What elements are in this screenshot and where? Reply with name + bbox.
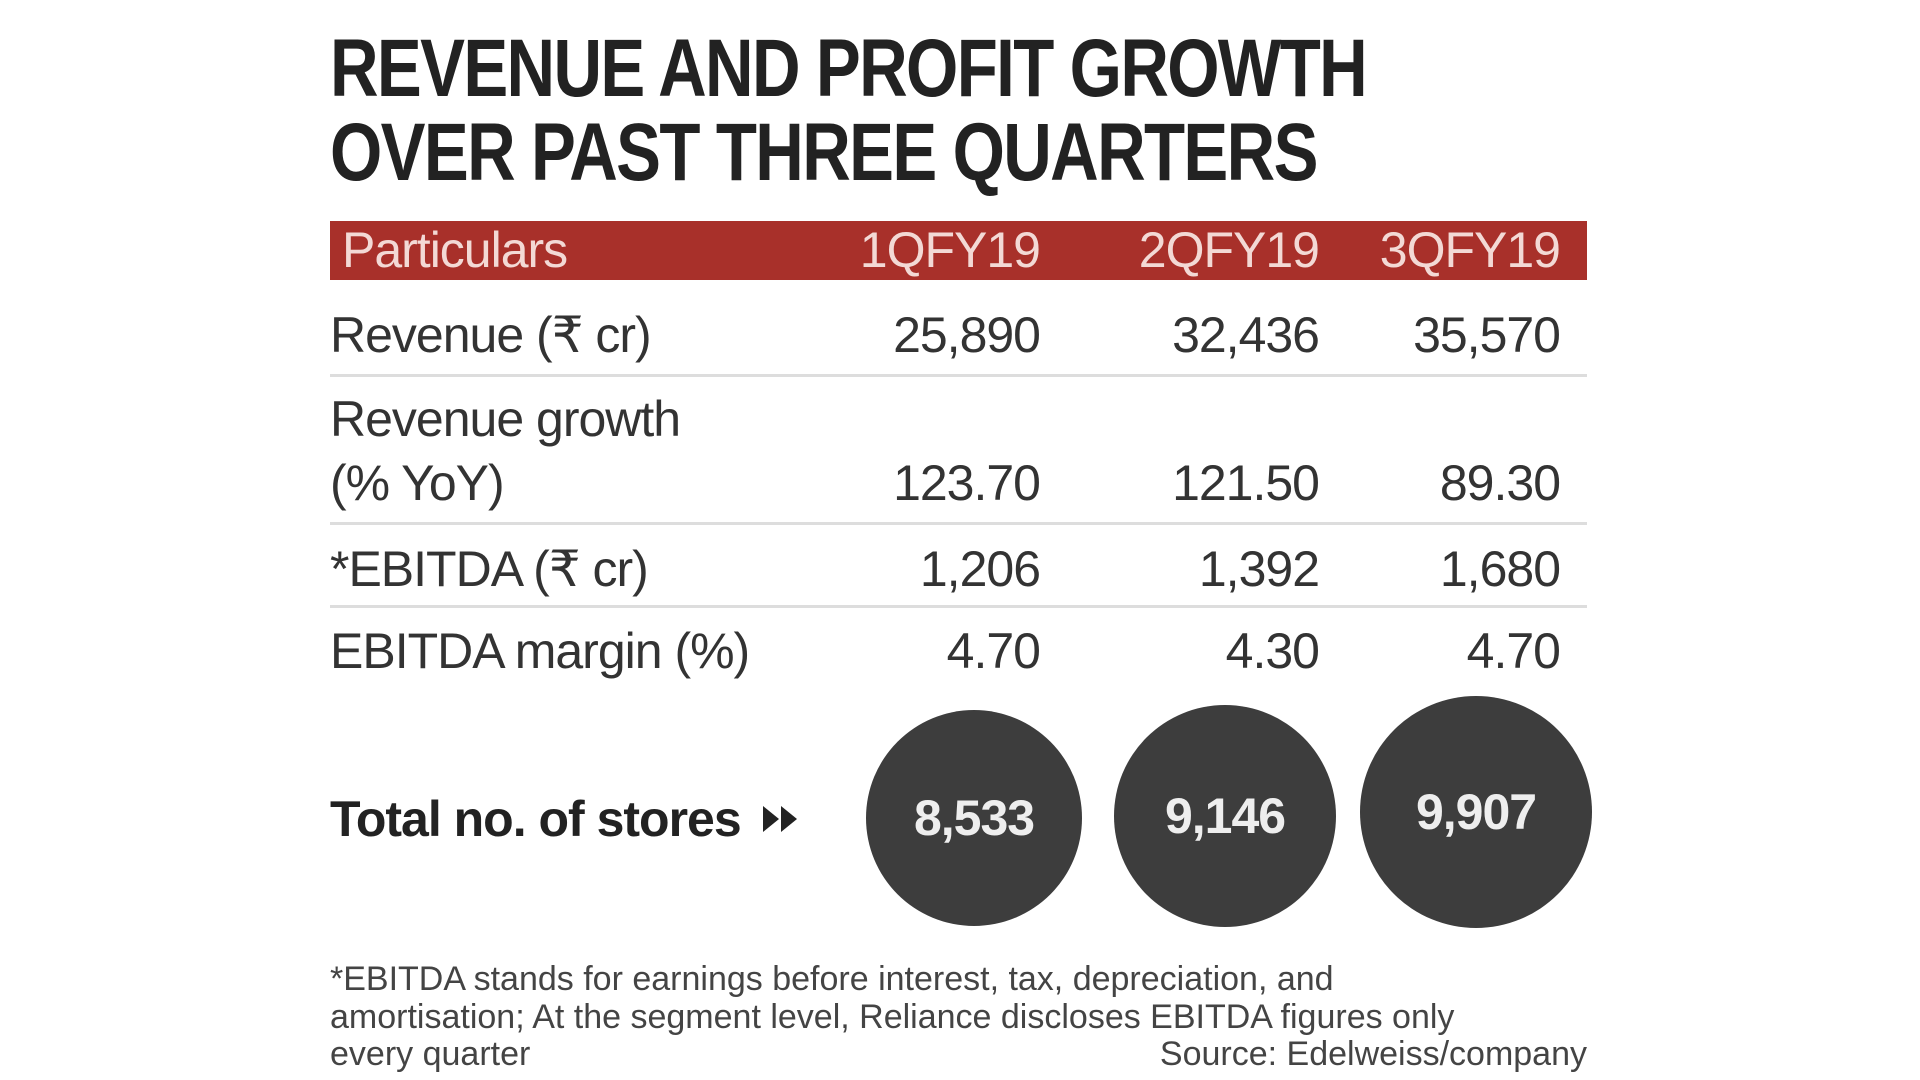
footnote-line-2: amortisation; At the segment level, Reli… <box>330 998 1455 1036</box>
title-line-2: OVER PAST THREE QUARTERS <box>330 107 1318 198</box>
stores-circle-3qfy19: 9,907 <box>1360 696 1592 928</box>
row-label-revenue-growth: Revenue growth <box>330 391 681 447</box>
table-header: Particulars 1QFY19 2QFY19 3QFY19 <box>330 221 1587 280</box>
double-arrow-right-icon <box>763 806 797 832</box>
header-1qfy19: 1QFY19 <box>859 222 1041 278</box>
header-particulars: Particulars <box>342 222 568 278</box>
footnote-line-3: every quarter <box>330 1035 531 1073</box>
row-divider <box>330 522 1587 525</box>
cell-value: 35,570 <box>1413 307 1561 363</box>
row-divider <box>330 374 1587 377</box>
row-label-ebitda-margin: EBITDA margin (%) <box>330 623 750 679</box>
cell-value: 89.30 <box>1439 455 1561 511</box>
footnote-line-1: *EBITDA stands for earnings before inter… <box>330 960 1334 998</box>
cell-value: 121.50 <box>1172 455 1320 511</box>
source-note: Source: Edelweiss/company <box>1159 1035 1587 1073</box>
cell-value: 4.70 <box>946 623 1041 679</box>
stores-label: Total no. of stores <box>330 791 742 847</box>
title-line-1: REVENUE AND PROFIT GROWTH <box>330 23 1368 114</box>
stores-circle-2qfy19: 9,146 <box>1114 705 1336 927</box>
row-label-revenue: Revenue (₹ cr) <box>330 307 652 363</box>
cell-value: 25,890 <box>893 307 1041 363</box>
cell-value: 1,680 <box>1439 541 1561 597</box>
cell-value: 32,436 <box>1172 307 1320 363</box>
cell-value: 1,392 <box>1198 541 1320 597</box>
row-label-ebitda: *EBITDA (₹ cr) <box>330 541 649 597</box>
cell-value: 1,206 <box>919 541 1041 597</box>
cell-value: 123.70 <box>893 455 1041 511</box>
cell-value: 4.70 <box>1466 623 1561 679</box>
header-3qfy19: 3QFY19 <box>1379 222 1561 278</box>
cell-value: 4.30 <box>1225 623 1320 679</box>
row-label-revenue-growth-unit: (% YoY) <box>330 455 505 511</box>
row-divider <box>330 605 1587 608</box>
header-2qfy19: 2QFY19 <box>1138 222 1320 278</box>
stores-circle-1qfy19: 8,533 <box>866 710 1082 926</box>
